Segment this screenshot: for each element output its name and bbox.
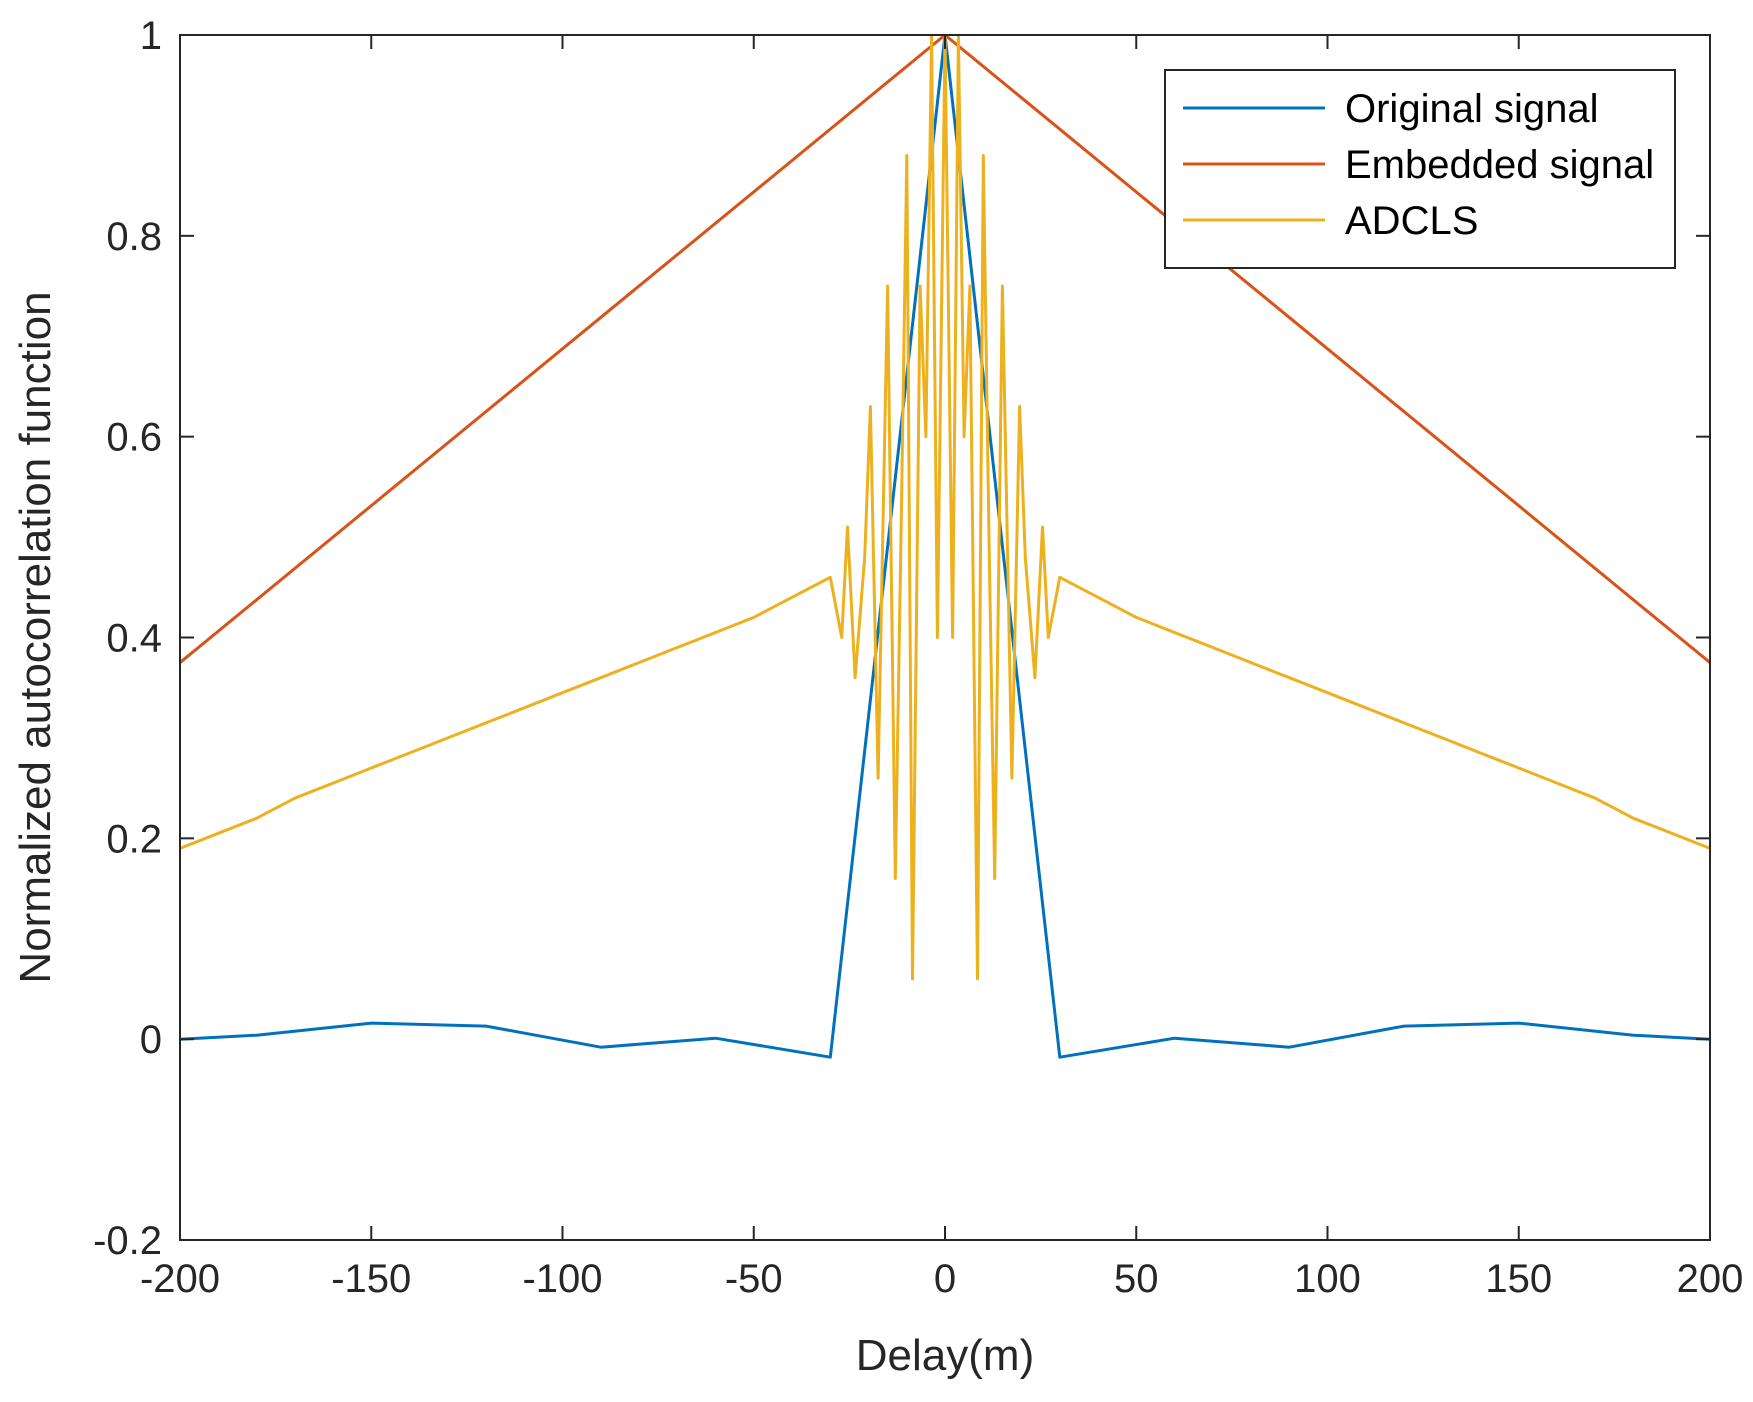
y-tick-label: 0.2	[106, 817, 162, 861]
series-layer	[180, 35, 1710, 1059]
y-tick-label: 0.8	[106, 215, 162, 259]
ticks-layer	[179, 34, 1711, 1241]
series-line-adcls	[180, 35, 1710, 981]
legend-label: Embedded signal	[1345, 143, 1654, 187]
y-axis-title: Normalized autocorrelation function	[11, 291, 60, 983]
x-tick-label: -200	[140, 1257, 220, 1301]
y-tick-labels: -0.2 0 0.2 0.4 0.6 0.8 1	[93, 14, 162, 1263]
series-line-original-signal	[180, 35, 1710, 1059]
y-tick-label: 0.6	[106, 416, 162, 460]
y-tick-label: 0.4	[106, 617, 162, 661]
y-tick-label: 0	[140, 1018, 162, 1062]
x-tick-label: 0	[934, 1257, 956, 1301]
x-tick-label: 50	[1114, 1257, 1159, 1301]
x-axis-title: Delay(m)	[856, 1331, 1034, 1380]
x-tick-label: -150	[331, 1257, 411, 1301]
x-tick-label: 150	[1485, 1257, 1552, 1301]
x-tick-label: -50	[725, 1257, 783, 1301]
x-tick-label: -100	[522, 1257, 602, 1301]
x-tick-label: 200	[1677, 1257, 1744, 1301]
legend-label: Original signal	[1345, 87, 1598, 131]
y-tick-label: 1	[140, 14, 162, 58]
y-tick-label: -0.2	[93, 1219, 162, 1263]
legend-box	[1164, 69, 1676, 269]
x-tick-labels: -200 -150 -100 -50 0 50 100 150 200	[140, 1257, 1743, 1301]
legend: Original signal Embedded signal ADCLS	[1164, 69, 1676, 269]
series-line-embedded-signal	[180, 35, 1710, 664]
x-tick-label: 100	[1294, 1257, 1361, 1301]
legend-label: ADCLS	[1345, 199, 1478, 243]
legend-items: Original signal Embedded signal ADCLS	[1183, 87, 1654, 243]
